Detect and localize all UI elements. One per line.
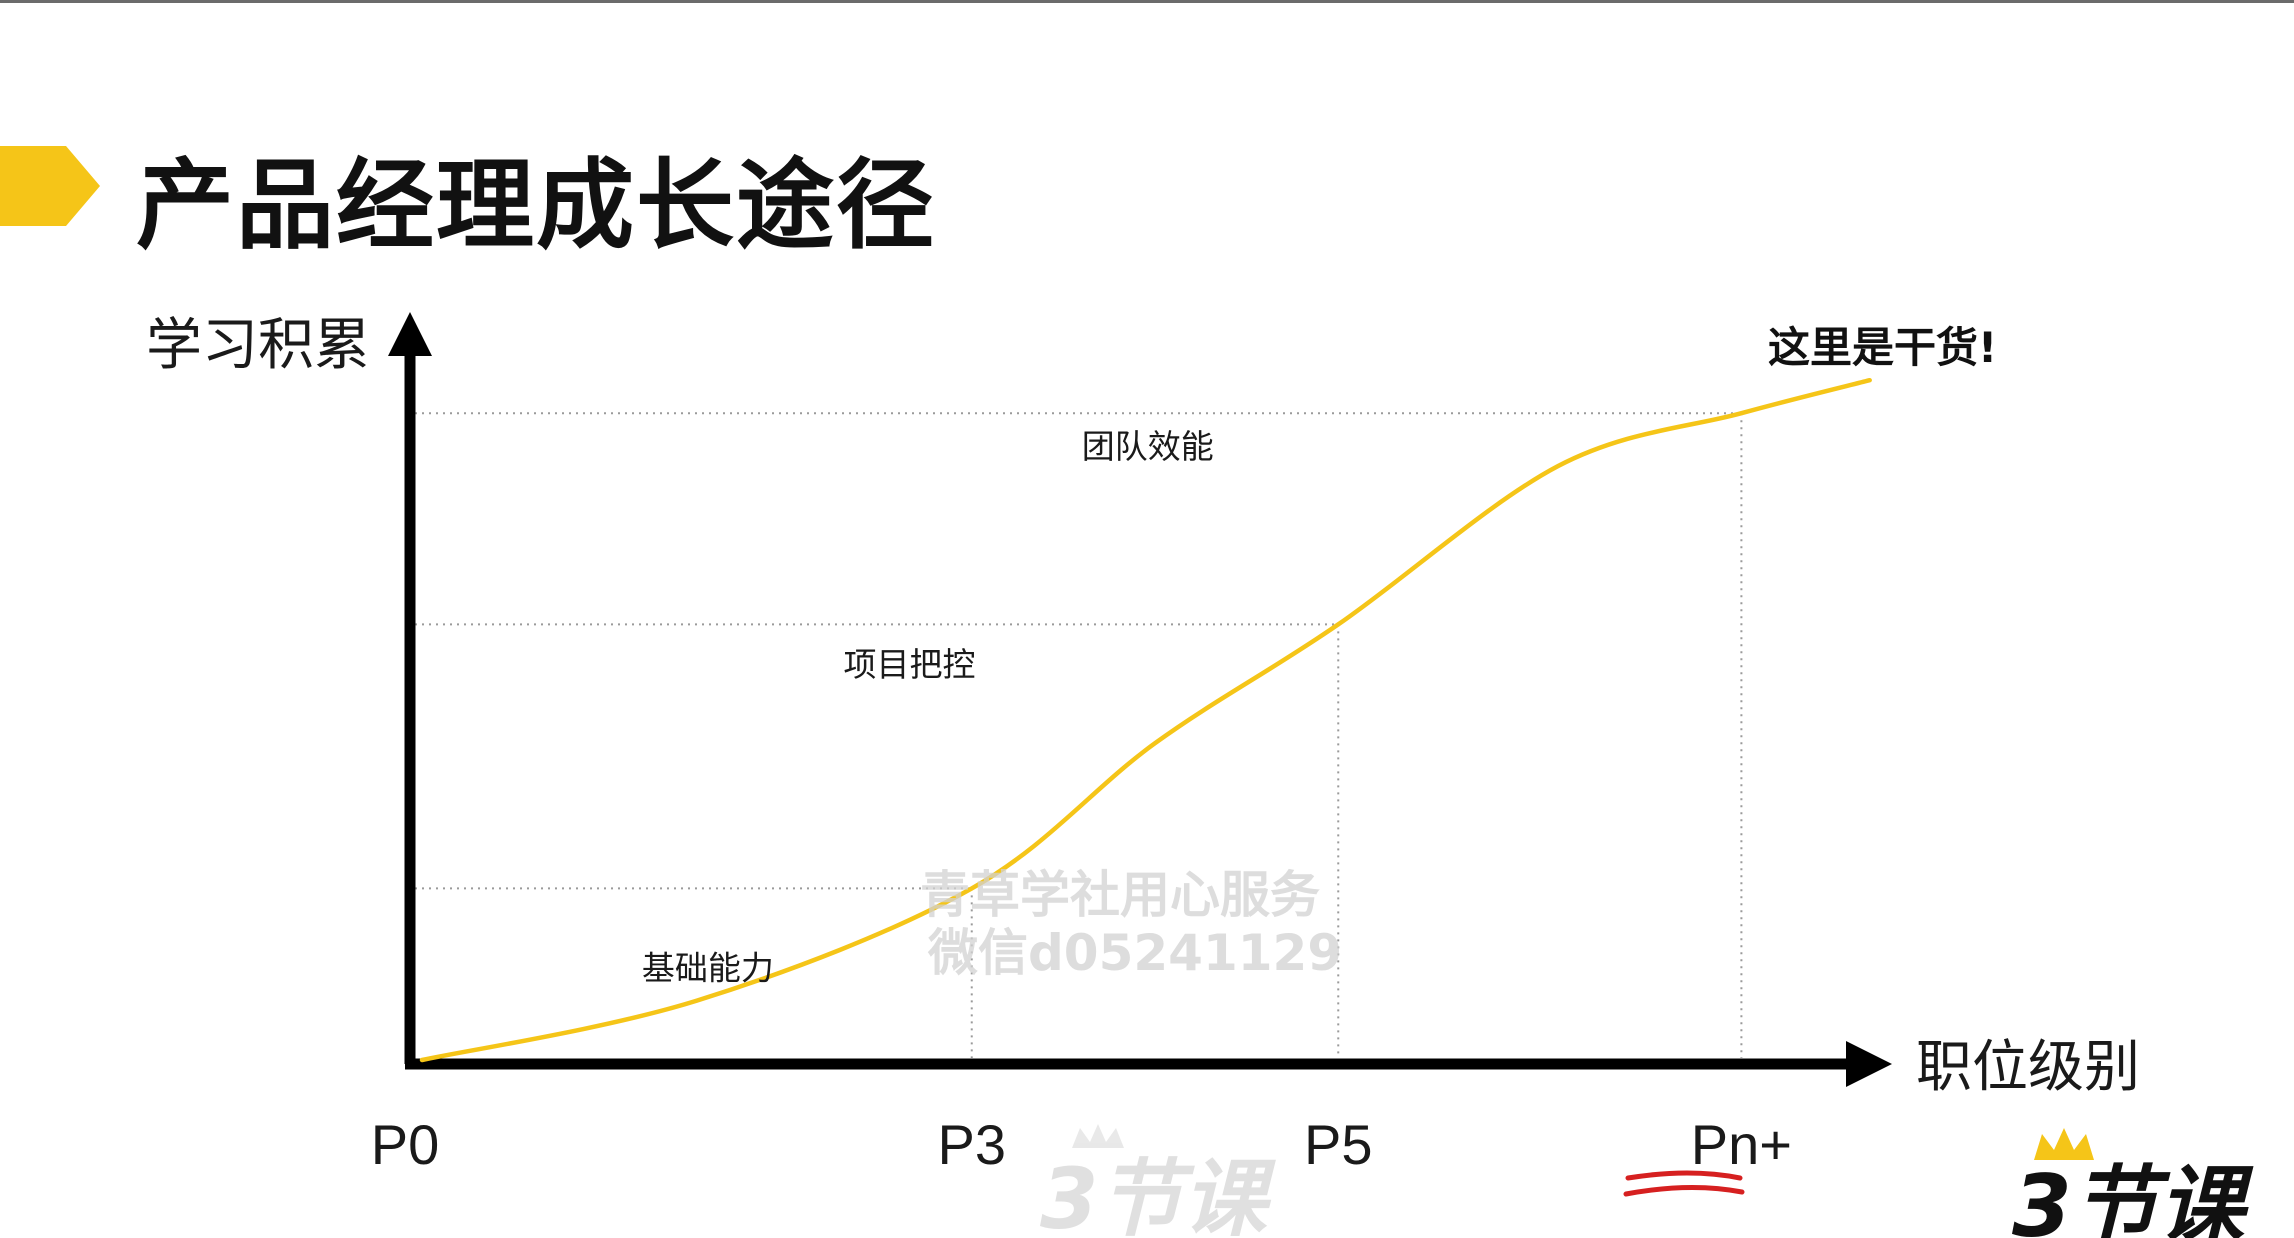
stage-label: 项目把控 bbox=[843, 645, 975, 684]
watermark-line1: 青草学社用心服务 bbox=[920, 866, 1320, 924]
x-tick-label: P0 bbox=[371, 1113, 440, 1176]
top-rule bbox=[0, 0, 2294, 3]
crown-icon bbox=[2034, 1128, 2094, 1160]
crown-icon bbox=[1072, 1124, 1124, 1148]
x-axis-arrow-icon bbox=[1846, 1041, 1892, 1087]
x-tick-label: Pn+ bbox=[1691, 1113, 1792, 1176]
center-logo-text: 3节课 bbox=[1040, 1150, 1276, 1238]
x-tick-label: P5 bbox=[1304, 1113, 1373, 1176]
y-axis-title: 学习积累 bbox=[146, 313, 370, 378]
corner-logo-text: 3节课 bbox=[2012, 1157, 2254, 1238]
stage-labels: 基础能力 项目把控 团队效能 bbox=[642, 427, 1214, 987]
x-ticks: P0 P3 P5 Pn+ bbox=[371, 1113, 1792, 1176]
callout-label: 这里是干货! bbox=[1768, 323, 1997, 372]
guide-lines bbox=[415, 412, 1743, 1058]
pn-underline bbox=[1623, 1170, 1745, 1197]
watermark-line2: 微信d05241129 bbox=[927, 924, 1342, 982]
stage-label: 基础能力 bbox=[642, 949, 774, 988]
corner-logo: 3节课 bbox=[2012, 1128, 2254, 1238]
x-axis-title: 职位级别 bbox=[1916, 1035, 2140, 1100]
center-logo: 3节课 bbox=[1040, 1124, 1276, 1238]
y-axis-arrow-icon bbox=[388, 312, 432, 356]
stage-label: 团队效能 bbox=[1082, 427, 1214, 466]
page-title: 产品经理成长途径 bbox=[136, 149, 937, 263]
x-tick-label: P3 bbox=[938, 1113, 1007, 1176]
series-line bbox=[419, 377, 1872, 1063]
